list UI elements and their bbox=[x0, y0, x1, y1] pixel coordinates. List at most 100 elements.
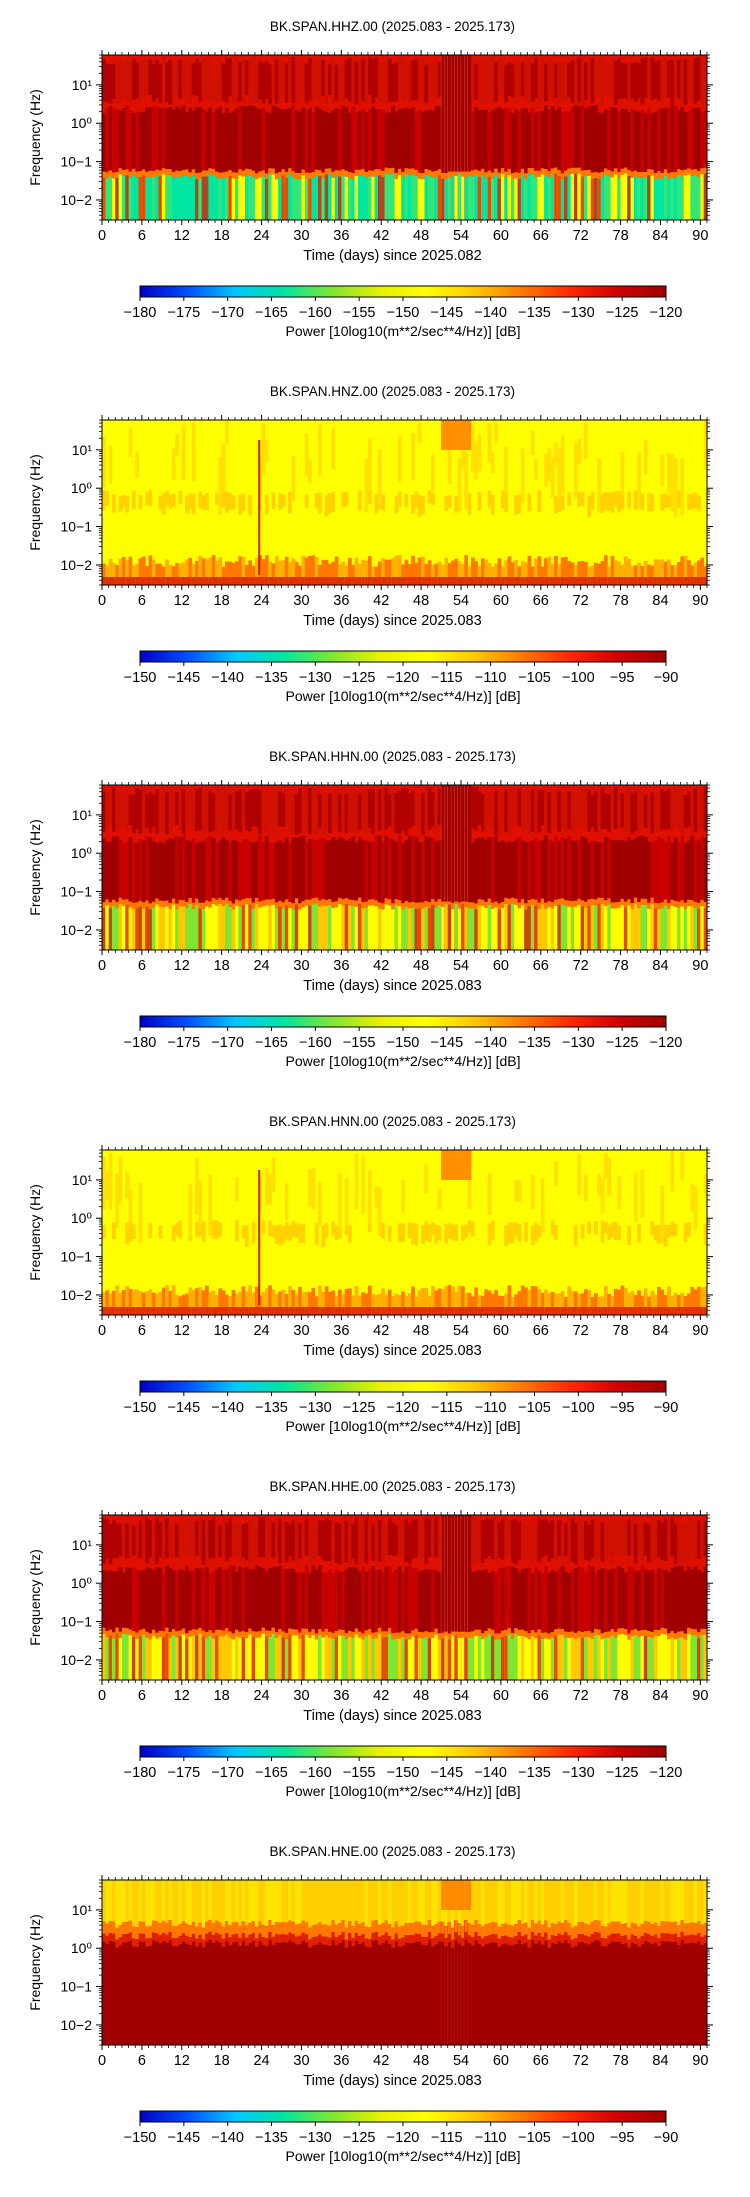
gap-cell bbox=[464, 785, 469, 902]
hf-band-cell bbox=[135, 788, 139, 830]
speckle bbox=[344, 1178, 349, 1226]
transition-cell bbox=[205, 170, 209, 177]
y-tick-label: 10⁰ bbox=[71, 845, 93, 861]
mid-band-cell bbox=[155, 107, 159, 170]
micro-blob bbox=[121, 494, 126, 508]
transition-cell bbox=[647, 1630, 651, 1637]
micro-blob bbox=[414, 491, 419, 509]
lp-band-cell bbox=[264, 905, 269, 950]
lp-comb bbox=[474, 561, 479, 585]
mid-band-cell bbox=[361, 840, 366, 903]
hf-band-cell bbox=[477, 62, 482, 103]
lp-comb bbox=[221, 1290, 226, 1315]
transition-cell bbox=[407, 902, 412, 909]
transition-cell bbox=[467, 170, 472, 177]
hf-band-cell bbox=[397, 57, 402, 96]
hf-band-cell bbox=[384, 787, 389, 830]
lp-band-cell bbox=[354, 1634, 359, 1680]
transition-cell bbox=[401, 172, 405, 179]
micro-blob bbox=[687, 1222, 691, 1237]
hf-band-cell bbox=[530, 63, 535, 102]
hf-band-cell bbox=[274, 788, 279, 828]
transition-cell bbox=[593, 172, 598, 179]
mid-band-cell bbox=[507, 841, 512, 899]
hf-band-cell bbox=[630, 1519, 635, 1556]
transition-cell bbox=[108, 902, 113, 909]
lp-comb bbox=[357, 1295, 362, 1315]
lp-comb bbox=[381, 558, 385, 585]
hf-band-cell bbox=[677, 1517, 681, 1562]
mid-band-cell bbox=[288, 842, 292, 903]
mid-band-cell bbox=[607, 109, 611, 171]
micro-blob bbox=[534, 1222, 538, 1242]
lp-band-cell bbox=[271, 174, 276, 220]
mid-band-cell bbox=[407, 835, 412, 903]
transition-cell bbox=[155, 898, 159, 905]
mid-band-cell bbox=[394, 841, 399, 900]
transition-cell bbox=[524, 173, 528, 180]
lp-floor bbox=[454, 577, 459, 585]
hf-band-cell bbox=[417, 794, 422, 831]
mid-band-cell bbox=[121, 1572, 126, 1628]
micro-blob bbox=[554, 496, 558, 514]
mid-band-cell bbox=[151, 1569, 156, 1630]
lp-comb bbox=[148, 555, 153, 585]
transition-cell bbox=[421, 1632, 425, 1639]
lp-band-cell bbox=[480, 174, 485, 220]
hf-band-cell bbox=[517, 62, 522, 98]
mid-band-cell bbox=[554, 835, 558, 900]
y-axis-label: Frequency (Hz) bbox=[27, 89, 43, 185]
hf-band-cell bbox=[677, 789, 681, 829]
micro-blob bbox=[284, 1222, 289, 1240]
hf-band-cell bbox=[497, 57, 502, 96]
noise-streak bbox=[185, 1639, 189, 1680]
lp-comb bbox=[314, 1296, 319, 1315]
noise-streak bbox=[597, 178, 602, 220]
transition-cell bbox=[115, 1627, 120, 1634]
mid-band-cell bbox=[145, 836, 149, 901]
transition-cell bbox=[700, 899, 705, 906]
mid-band-cell bbox=[248, 840, 252, 899]
speckle bbox=[364, 459, 369, 513]
mid-band-cell bbox=[165, 1565, 169, 1628]
lp-band-cell bbox=[647, 1636, 651, 1680]
hf-band-cell bbox=[514, 61, 518, 104]
lp-band-cell bbox=[105, 1637, 110, 1680]
micro-blob bbox=[248, 495, 252, 516]
speckle bbox=[102, 1156, 106, 1210]
lp-floor bbox=[238, 577, 243, 585]
colorbar-tick-label: −130 bbox=[562, 1765, 595, 1781]
mid-band-cell bbox=[587, 106, 592, 170]
x-tick-label: 54 bbox=[453, 228, 469, 244]
hf-band-cell bbox=[407, 1523, 412, 1565]
lp-floor bbox=[560, 577, 565, 585]
mid-band-cell bbox=[437, 840, 442, 900]
lp-band-cell bbox=[102, 1633, 106, 1680]
lp-floor bbox=[414, 1307, 419, 1315]
lp-floor bbox=[201, 577, 206, 585]
mid-band-cell bbox=[647, 108, 651, 170]
transition-cell bbox=[215, 1629, 219, 1636]
hf-band-cell bbox=[570, 1517, 575, 1562]
transition-cell bbox=[238, 169, 243, 176]
hf-band-cell bbox=[304, 1518, 309, 1556]
mid-band-cell bbox=[321, 1572, 326, 1632]
lp-comb bbox=[587, 1289, 592, 1315]
noise-streak bbox=[324, 174, 329, 220]
hf-band-cell bbox=[364, 789, 369, 835]
transition-cell bbox=[248, 169, 252, 176]
transition-cell bbox=[151, 170, 156, 177]
mid-band-cell bbox=[125, 1567, 129, 1629]
lp-band-cell bbox=[700, 174, 705, 220]
micro-blob bbox=[421, 1225, 425, 1244]
lp-comb bbox=[301, 555, 306, 585]
x-tick-label: 30 bbox=[293, 958, 309, 974]
micro-blob bbox=[633, 490, 638, 511]
lp-floor bbox=[205, 577, 209, 585]
noise-streak bbox=[281, 1637, 286, 1680]
lp-band-cell bbox=[680, 906, 685, 950]
mid-band-cell bbox=[168, 107, 173, 170]
transition-cell bbox=[540, 1632, 545, 1639]
lp-band-cell bbox=[261, 1633, 266, 1680]
hf-band-cell bbox=[554, 63, 558, 99]
